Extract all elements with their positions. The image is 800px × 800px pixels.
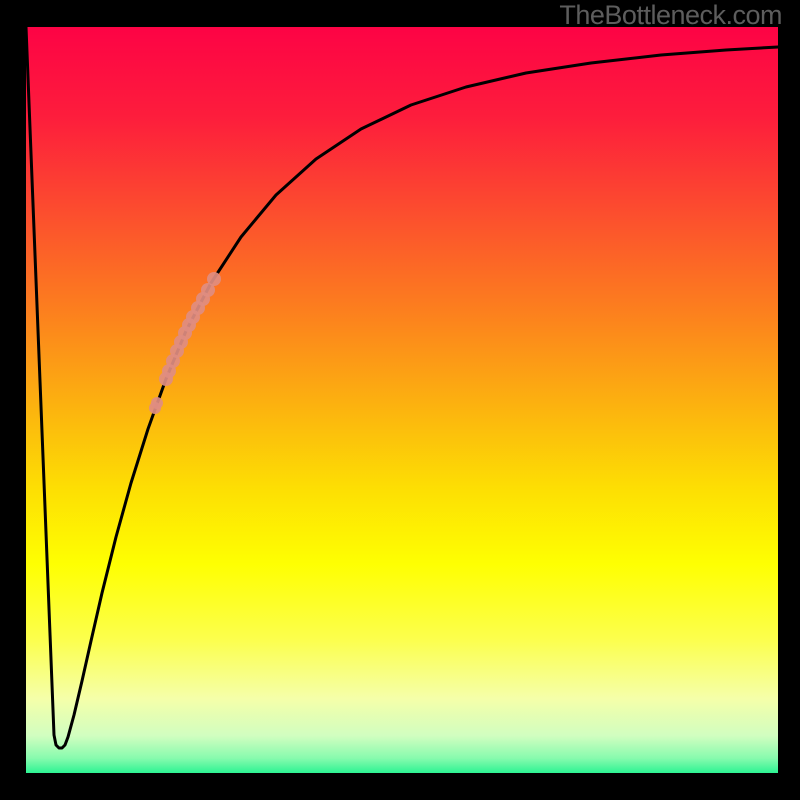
bottleneck-chart: [0, 0, 800, 800]
chart-container: TheBottleneck.com: [0, 0, 800, 800]
highlight-marker: [151, 397, 163, 409]
highlight-marker: [207, 272, 221, 286]
chart-background: [26, 27, 778, 773]
watermark-text: TheBottleneck.com: [559, 0, 782, 31]
